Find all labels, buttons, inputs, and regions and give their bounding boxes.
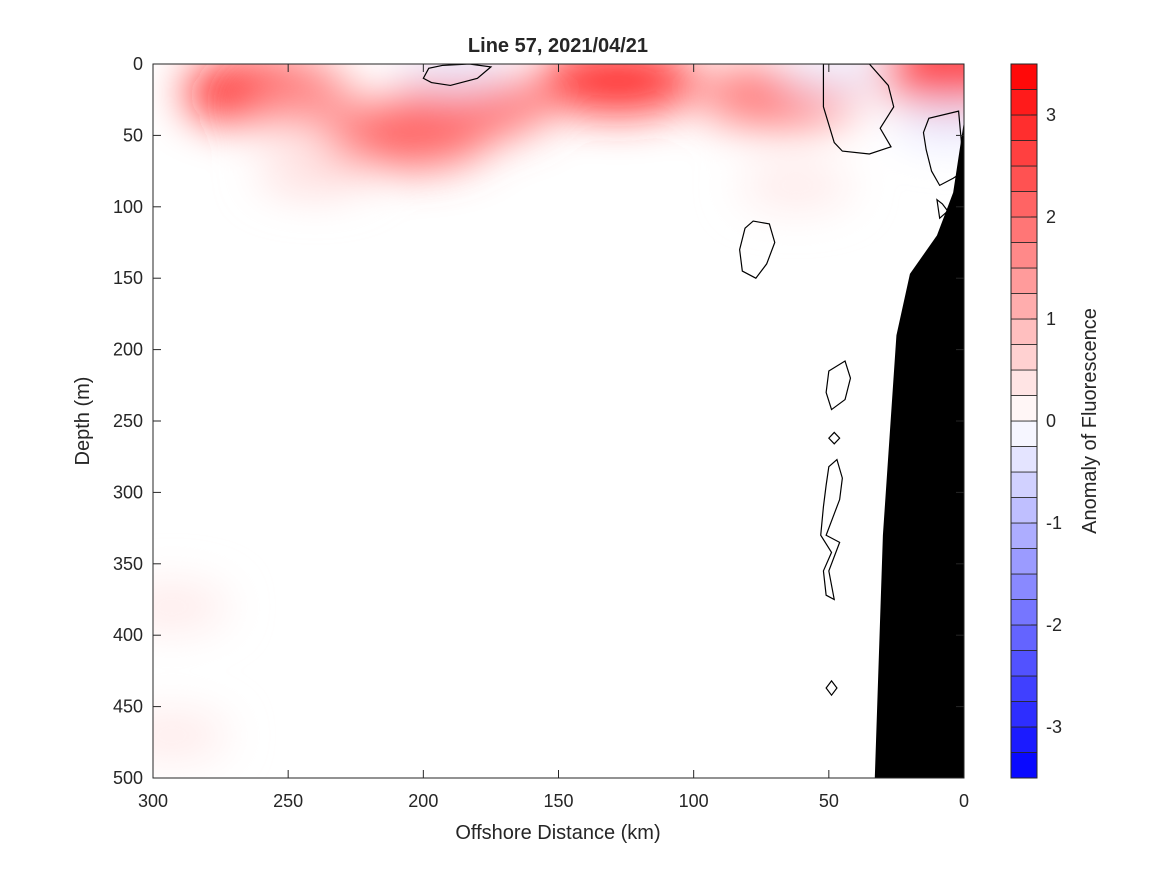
colorbar-tick-label: -2 [1046, 615, 1062, 635]
colorbar-segment [1010, 599, 1038, 626]
zero-contour-5 [825, 360, 852, 411]
colorbar-segment [1010, 395, 1038, 422]
colorbar-segment [1010, 650, 1038, 677]
x-tick-label: 250 [273, 791, 303, 811]
zero-contour-4 [739, 220, 776, 279]
x-tick-label: 50 [819, 791, 839, 811]
x-tick-label: 300 [138, 791, 168, 811]
x-tick-label: 200 [408, 791, 438, 811]
colorbar-segment [1010, 114, 1038, 141]
y-tick-label: 0 [133, 54, 143, 74]
colorbar-segment [1010, 420, 1038, 447]
y-tick-label: 350 [113, 554, 143, 574]
y-axis: 0 50 100 150 200 250 300 350 400 450 500 [113, 54, 964, 788]
colorbar-segment [1010, 548, 1038, 575]
plot-area [152, 63, 965, 779]
colorbar-segment [1010, 216, 1038, 243]
anomaly-patch-13 [893, 99, 964, 144]
anomaly-patch-9 [153, 584, 229, 629]
zero-contour-7 [820, 458, 843, 601]
x-tick-label: 100 [679, 791, 709, 811]
colorbar-segment [1010, 89, 1038, 116]
y-tick-label: 500 [113, 768, 143, 788]
x-axis: 300 250 200 150 100 50 0 [138, 64, 969, 811]
colorbar-tick-label: 1 [1046, 309, 1056, 329]
colorbar-tick-label: 3 [1046, 105, 1056, 125]
colorbar-segment [1010, 63, 1038, 90]
y-tick-label: 400 [113, 625, 143, 645]
zero-contour-8 [825, 679, 838, 697]
colorbar-segment [1010, 752, 1038, 779]
colorbar-label: Anomaly of Fluorescence [1079, 308, 1101, 534]
zero-contour-1 [822, 64, 895, 155]
zero-contour-0 [422, 64, 493, 87]
anomaly-patch-2 [869, 64, 964, 102]
colorbar-tick-label: -1 [1046, 513, 1062, 533]
anomaly-patch-4 [388, 75, 551, 139]
colorbar-segment [1010, 165, 1038, 192]
colorbar-segment [1010, 242, 1038, 269]
colorbar-tick-label: 0 [1046, 411, 1056, 431]
colorbar-segment [1010, 675, 1038, 702]
colorbar-tick-label: -3 [1046, 717, 1062, 737]
seafloor [874, 121, 964, 778]
anomaly-patch-8 [739, 163, 854, 208]
y-tick-label: 250 [113, 411, 143, 431]
colorbar-segment [1010, 701, 1038, 728]
colorbar-segment [1010, 522, 1038, 549]
anomaly-patch-1 [536, 64, 700, 113]
colorbar-segment [1010, 369, 1038, 396]
zero-contour-6 [828, 431, 841, 445]
chart-title: Line 57, 2021/04/21 [468, 35, 648, 57]
anomaly-patch-6 [244, 84, 359, 129]
y-tick-label: 50 [123, 125, 143, 145]
colorbar-tick-label: 2 [1046, 207, 1056, 227]
x-tick-label: 0 [959, 791, 969, 811]
y-tick-label: 200 [113, 340, 143, 360]
colorbar: 3 2 1 0 -1 -2 -3 [1010, 63, 1062, 779]
colorbar-segment [1010, 573, 1038, 600]
colorbar-segment [1010, 344, 1038, 371]
anomaly-patch-12 [777, 64, 891, 94]
anomaly-patch-10 [153, 713, 229, 758]
zero-contours [422, 64, 964, 697]
y-tick-label: 300 [113, 482, 143, 502]
colorbar-segment [1010, 267, 1038, 294]
colorbar-segment [1010, 318, 1038, 345]
colorbar-segment [1010, 191, 1038, 218]
colorbar-segment [1010, 624, 1038, 651]
y-tick-label: 100 [113, 197, 143, 217]
x-tick-label: 150 [543, 791, 573, 811]
y-axis-label: Depth (m) [72, 377, 94, 466]
bathymetry [874, 121, 964, 778]
anomaly-field [153, 64, 964, 758]
colorbar-segment [1010, 497, 1038, 524]
colorbar-segment [1010, 471, 1038, 498]
anomaly-patch-7 [258, 149, 372, 194]
colorbar-segment [1010, 446, 1038, 473]
colorbar-segment [1010, 726, 1038, 753]
colorbar-segment [1010, 140, 1038, 167]
x-axis-label: Offshore Distance (km) [455, 822, 660, 844]
colorbar-segment [1010, 293, 1038, 320]
y-tick-label: 450 [113, 697, 143, 717]
y-tick-label: 150 [113, 268, 143, 288]
